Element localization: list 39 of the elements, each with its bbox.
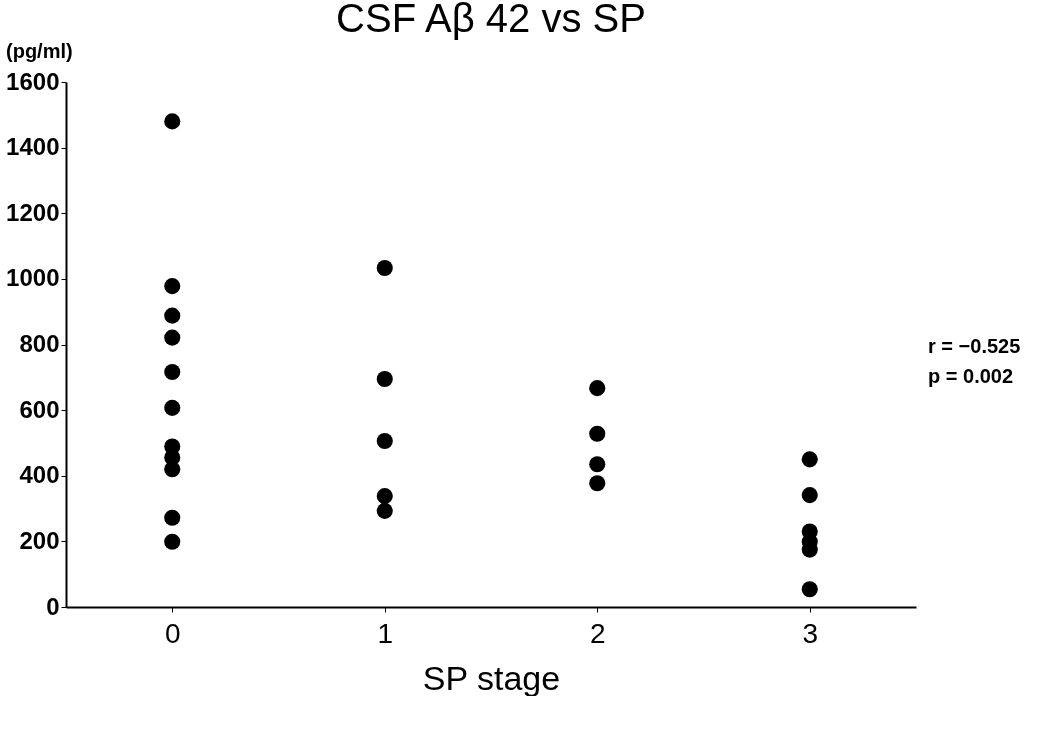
point [164,329,181,346]
y-tick-label: 1400 [6,133,60,161]
point [164,509,181,526]
text: p = 0.002 [928,365,1014,387]
y-tick-label: 400 [19,461,60,489]
point [589,475,606,492]
point [376,370,393,387]
x-tick-label: 1 [377,617,394,649]
point [589,380,606,397]
x-tick-label: 0 [164,617,181,649]
point [376,502,393,519]
y-tick-label: 1000 [6,264,60,292]
point [376,432,393,450]
y-axis-title: (pg/ml) [6,40,73,62]
point [801,581,818,598]
point [164,399,181,416]
y-tick-label: 600 [19,395,60,423]
point [376,260,393,277]
point [801,451,818,468]
point [164,113,181,130]
chart-title: CSF Aβ 42 vs SP [336,0,646,40]
point [589,456,606,473]
point [164,461,181,478]
point [164,533,181,550]
y-tick-label: 800 [19,330,60,357]
y-tick-label: 0 [46,592,60,620]
point [164,364,181,381]
y-tick-label: 200 [19,526,60,554]
x-tick-label: 2 [589,617,606,649]
x-axis-title: SP stage [422,658,561,697]
point [164,278,181,295]
point [376,488,393,505]
y-tick-label: 1600 [6,67,60,95]
point [164,307,181,324]
point [801,487,818,504]
y-tick-label: 1200 [6,198,60,226]
point [589,425,606,442]
text: r = −0.525 [928,335,1021,357]
x-tick-label: 3 [802,617,819,649]
